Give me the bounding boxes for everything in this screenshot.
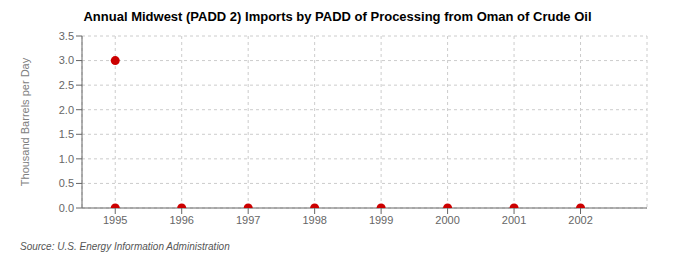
html-text:Annual Midwest (PADD 2) Import: Annual Midwest (PADD 2) Imports by PADD … bbox=[83, 9, 592, 24]
svg-text:3.0: 3.0 bbox=[59, 54, 74, 66]
svg-text:1996: 1996 bbox=[169, 214, 193, 226]
svg-text:0.5: 0.5 bbox=[59, 177, 74, 189]
svg-text:2001: 2001 bbox=[502, 214, 526, 226]
svg-text:2.5: 2.5 bbox=[59, 79, 74, 91]
svg-text:2.0: 2.0 bbox=[59, 104, 74, 116]
svg-text:0.0: 0.0 bbox=[59, 202, 74, 214]
svg-text:1.0: 1.0 bbox=[59, 153, 74, 165]
svg-text:1999: 1999 bbox=[369, 214, 393, 226]
svg-text:1.5: 1.5 bbox=[59, 128, 74, 140]
svg-text:2000: 2000 bbox=[435, 214, 459, 226]
html-text:Source: U.S. Energy Informatio: Source: U.S. Energy Information Administ… bbox=[20, 241, 230, 252]
svg-text:1995: 1995 bbox=[103, 214, 127, 226]
svg-text:Thousand Barrels per Day: Thousand Barrels per Day bbox=[19, 57, 31, 186]
svg-text:1997: 1997 bbox=[236, 214, 260, 226]
svg-text:1998: 1998 bbox=[302, 214, 326, 226]
svg-text:2002: 2002 bbox=[568, 214, 592, 226]
svg-text:3.5: 3.5 bbox=[59, 30, 74, 42]
